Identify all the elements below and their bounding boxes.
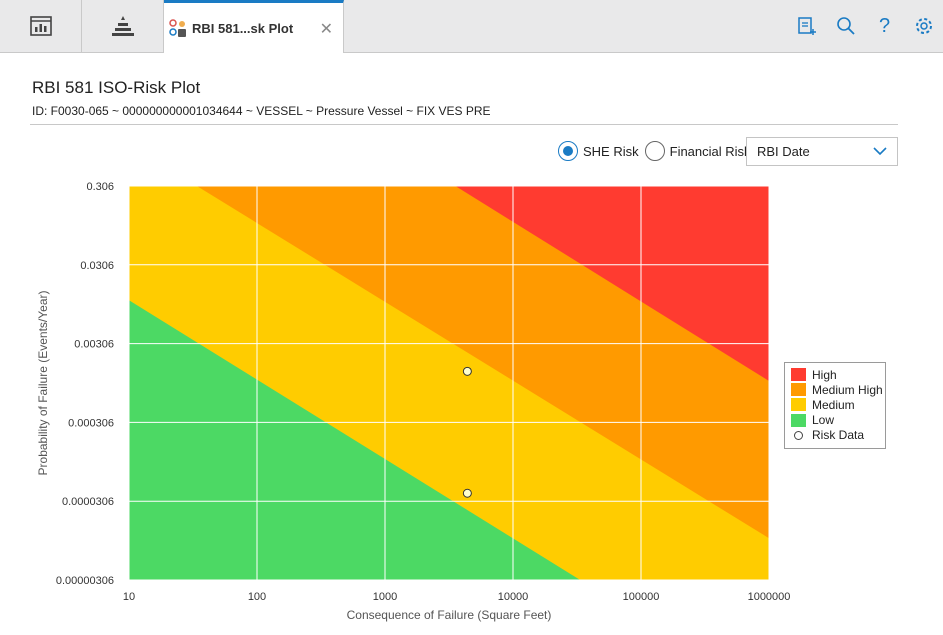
legend-item-medium: Medium [791,397,885,412]
iso-risk-chart: 10 100 1000 10000 100000 1000000 0.306 0.0306 0.… [36,181,791,622]
financial-risk-radio[interactable] [644,141,665,161]
she-risk-radio[interactable] [558,141,578,161]
legend-item-high: High [791,367,885,382]
divider [30,124,898,125]
help-button[interactable]: ? [865,15,904,37]
svg-text:?: ? [879,15,890,37]
top-bar: RBI 581...sk Plot ✕ ? [0,0,943,53]
rbi-icon [169,19,186,37]
legend-label-medium: Medium [812,397,855,412]
risk-data-point [462,488,472,498]
y-tick-label: 0.000306 [68,417,114,429]
chart-legend: High Medium High Medium Low Risk Data [784,362,886,449]
dashboard-icon [29,16,52,36]
she-risk-label: SHE Risk [583,143,639,159]
x-tick-label: 1000 [373,591,397,603]
legend-swatch-high [791,368,806,382]
y-tick-label: 0.0000306 [62,496,114,508]
asset-hierarchy-tab[interactable] [82,0,164,52]
legend-label-high: High [812,367,837,382]
gear-icon [915,18,932,34]
legend-swatch-medium-high [791,383,806,397]
legend-item-medium-high: Medium High [791,382,885,397]
search-button[interactable] [826,16,865,36]
hierarchy-icon [111,16,134,36]
y-tick-label: 0.00000306 [56,575,114,587]
tab-risk-plot[interactable]: RBI 581...sk Plot ✕ [164,0,344,53]
x-tick-label: 100000 [623,591,660,603]
clipboard-add-icon [797,17,816,35]
x-tick-label: 10 [123,591,135,603]
legend-label-medium-high: Medium High [812,382,883,397]
date-select[interactable]: RBI Date [746,137,898,166]
record-id: ID: F0030-065 ~ 000000000001034644 ~ VES… [32,104,491,118]
legend-swatch-low [791,413,806,427]
region-high [455,186,769,382]
legend-swatch-medium [791,398,806,412]
tab-label: RBI 581...sk Plot [192,20,294,36]
legend-marker-risk-data [794,430,803,440]
search-icon [836,17,855,35]
x-tick-label: 1000000 [748,591,791,603]
x-tick-label: 100 [248,591,266,603]
x-axis-title: Consequence of Failure (Square Feet) [347,608,552,622]
y-tick-label: 0.306 [86,181,114,193]
page-title: RBI 581 ISO-Risk Plot [32,78,201,97]
y-axis-title: Probability of Failure (Events/Year) [36,291,50,476]
risk-type-toggle: SHE Risk Financial Risk [558,140,755,162]
close-icon[interactable]: ✕ [319,21,333,38]
legend-item-risk-data: Risk Data [791,428,885,443]
new-record-button[interactable] [787,16,826,36]
help-icon: ? [879,15,890,37]
y-tick-label: 0.0306 [80,260,114,272]
dashboard-tab[interactable] [0,0,82,52]
legend-label-low: Low [812,413,835,428]
legend-label-risk-data: Risk Data [812,428,865,443]
date-select-value: RBI Date [757,144,810,159]
toolbar: ? [787,0,943,52]
settings-button[interactable] [904,16,943,36]
x-tick-label: 10000 [498,591,529,603]
risk-data-point [462,366,472,376]
financial-risk-label: Financial Risk [669,143,751,159]
chevron-down-icon [873,147,887,156]
y-tick-label: 0.00306 [74,339,114,351]
legend-item-low: Low [791,413,885,428]
